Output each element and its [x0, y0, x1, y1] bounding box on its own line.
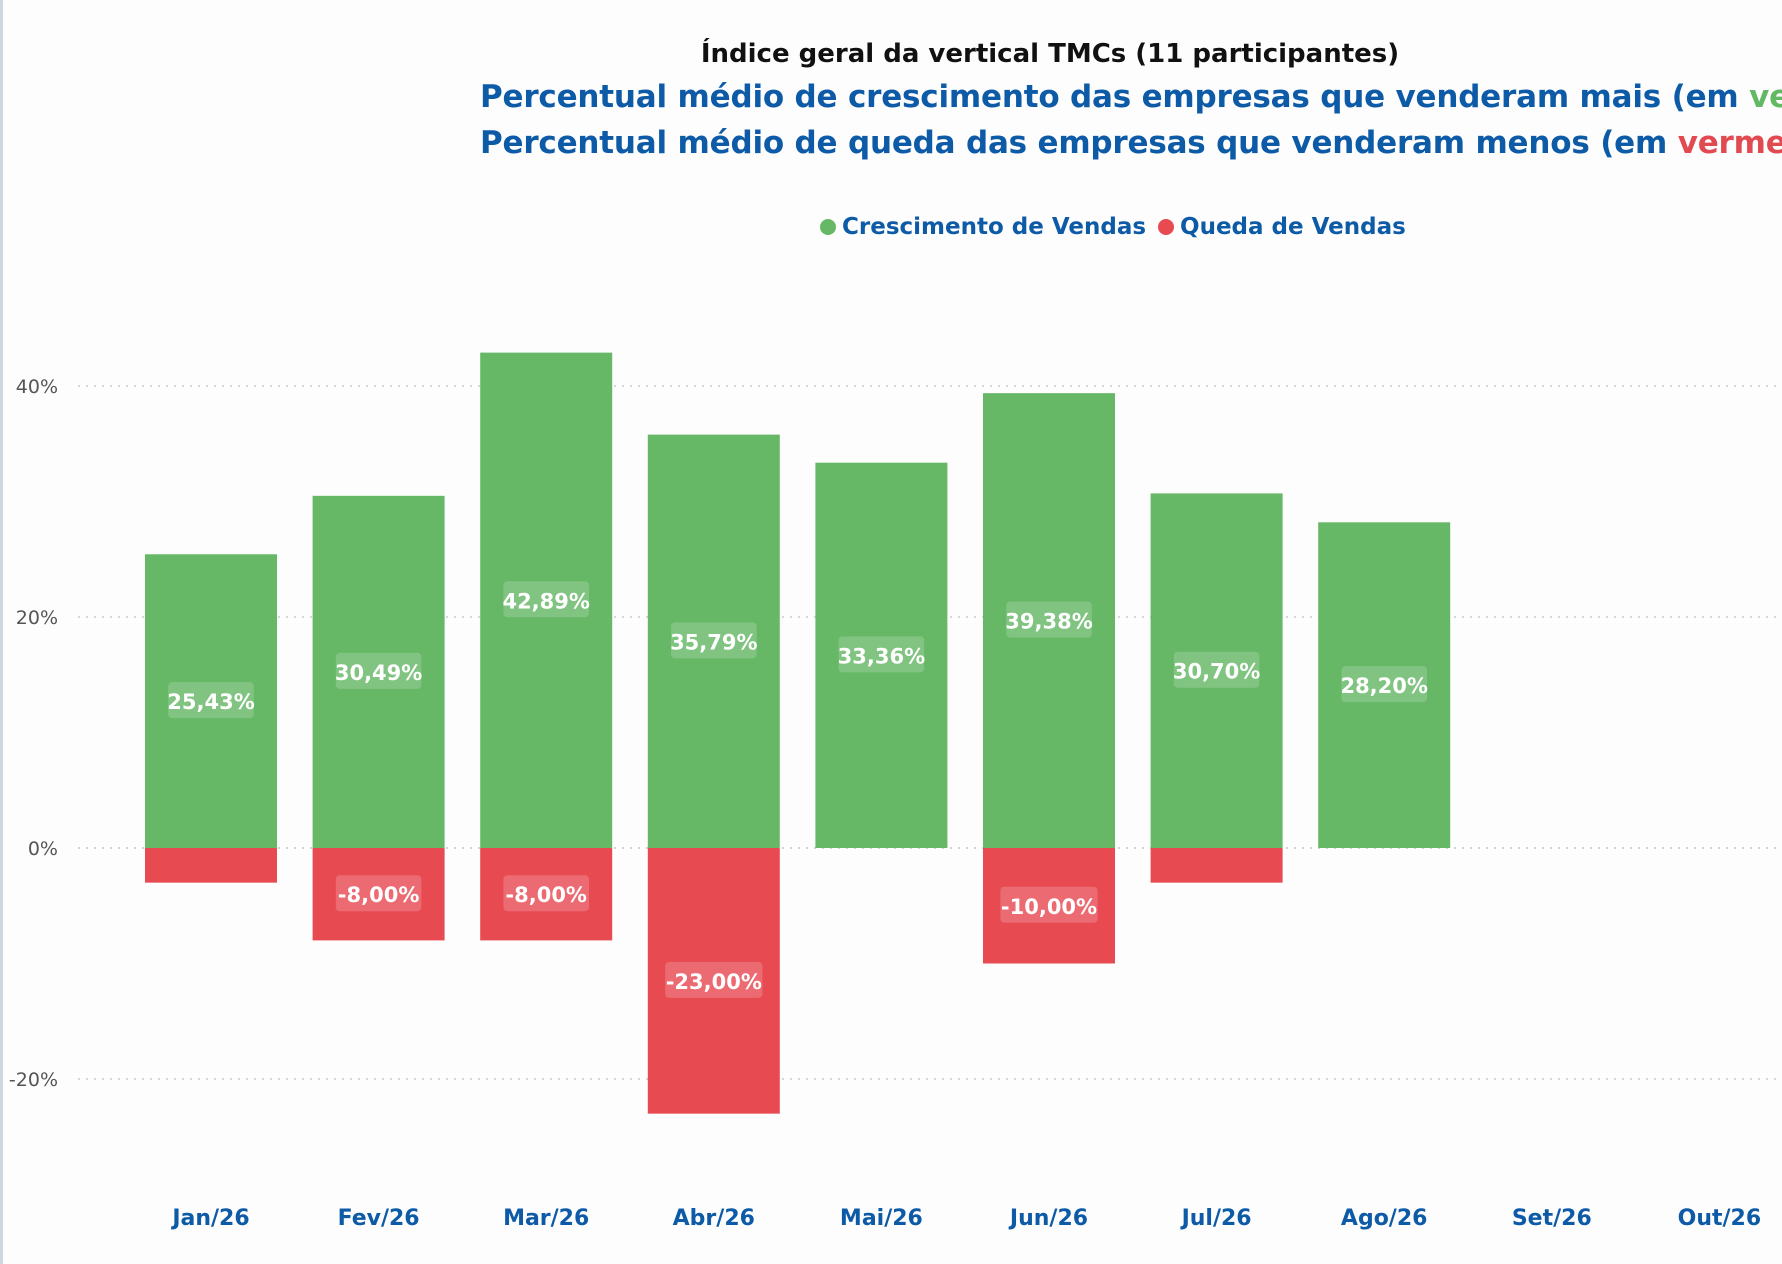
x-category-label: Jul/26: [1180, 1206, 1252, 1231]
bar-decline[interactable]: [145, 848, 277, 883]
y-tick-label: -20%: [9, 1069, 58, 1091]
bar-growth[interactable]: [983, 393, 1115, 848]
legend-decline-label: Queda de Vendas: [1180, 214, 1406, 240]
data-label-growth: 35,79%: [670, 630, 757, 654]
data-label-decline: -23,00%: [666, 970, 762, 994]
data-label-background: [1006, 601, 1092, 638]
data-label-background: [671, 622, 757, 659]
legend-growth-dot-icon: [820, 219, 836, 235]
data-label-growth: 25,43%: [167, 690, 254, 714]
data-label-background: [838, 636, 925, 673]
bar-decline[interactable]: [1150, 848, 1283, 883]
chart-subtitle-growth: Percentual médio de crescimento das empr…: [480, 74, 1782, 120]
data-label-background: [1000, 886, 1098, 923]
data-label-growth: 33,36%: [838, 644, 925, 668]
x-category-label: Ago/26: [1341, 1206, 1428, 1231]
legend-growth-label: Crescimento de Vendas: [842, 214, 1147, 240]
bar-growth[interactable]: [815, 462, 948, 848]
bar-decline[interactable]: [312, 848, 445, 941]
chart-titles: Índice geral da vertical TMCs (11 partic…: [480, 34, 1782, 166]
bar-growth[interactable]: [312, 495, 445, 848]
legend-decline-dot-icon: [1158, 219, 1175, 235]
data-label-background: [335, 875, 422, 912]
subtitle-decline-text: Percentual médio de queda das empresas q…: [480, 125, 1678, 161]
data-label-growth: 30,70%: [1173, 660, 1260, 684]
data-label-growth: 30,49%: [335, 661, 422, 685]
data-label-background: [503, 581, 589, 618]
x-category-label: Jun/26: [1008, 1206, 1088, 1231]
bar-growth[interactable]: [1318, 522, 1451, 848]
bar-decline[interactable]: [480, 848, 613, 941]
bar-growth[interactable]: [145, 554, 277, 848]
window-edge: [0, 0, 3, 1264]
chart-subtitle-decline: Percentual médio de queda das empresas q…: [480, 120, 1782, 166]
subtitle-decline-highlight: vermelho: [1677, 125, 1782, 161]
x-category-label: Fev/26: [338, 1206, 420, 1231]
data-label-background: [1341, 666, 1427, 703]
x-category-label: Mar/26: [503, 1206, 589, 1231]
data-label-growth: 39,38%: [1005, 610, 1092, 634]
data-label-background: [168, 682, 254, 719]
data-label-decline: -8,00%: [505, 883, 587, 907]
subtitle-growth-highlight: verde: [1749, 79, 1782, 115]
x-category-label: Abr/26: [673, 1206, 755, 1231]
x-category-label: Out/26: [1678, 1206, 1762, 1231]
chart-title: Índice geral da vertical TMCs (11 partic…: [700, 39, 1400, 69]
chart-legend: Crescimento de Vendas Queda de Vendas: [820, 212, 1418, 242]
y-tick-label: 0%: [28, 838, 58, 860]
data-label-background: [335, 652, 422, 689]
bar-decline[interactable]: [983, 848, 1115, 964]
data-label-decline: -8,00%: [338, 883, 420, 907]
y-tick-label: 20%: [16, 607, 58, 629]
y-tick-label: 40%: [16, 376, 58, 398]
x-category-label: Mai/26: [840, 1206, 923, 1231]
data-label-growth: 42,89%: [502, 589, 589, 613]
subtitle-growth-text: Percentual médio de crescimento das empr…: [480, 79, 1750, 115]
bar-growth[interactable]: [1150, 493, 1283, 848]
data-label-decline: -10,00%: [1001, 895, 1097, 919]
bar-growth[interactable]: [480, 352, 613, 848]
data-label-background: [665, 961, 763, 998]
data-label-background: [1173, 651, 1260, 688]
legend-item-decline[interactable]: Queda de Vendas: [1158, 214, 1406, 240]
bar-decline[interactable]: [647, 848, 780, 1114]
data-label-background: [503, 875, 589, 912]
x-category-label: Set/26: [1512, 1206, 1592, 1231]
legend-item-growth[interactable]: Crescimento de Vendas: [820, 214, 1146, 240]
x-category-label: Jan/26: [170, 1206, 249, 1231]
data-label-growth: 28,20%: [1340, 674, 1427, 698]
bar-growth[interactable]: [647, 434, 780, 848]
